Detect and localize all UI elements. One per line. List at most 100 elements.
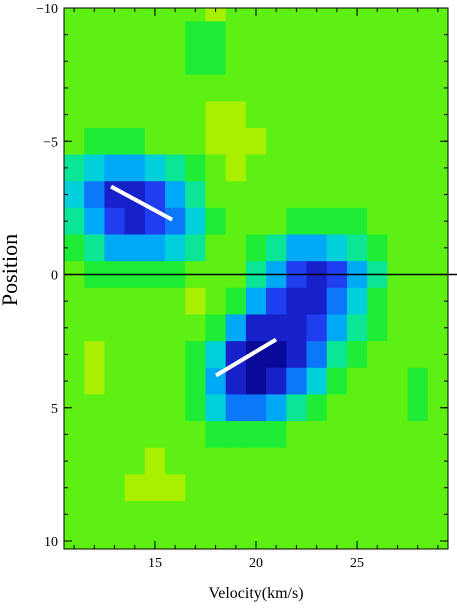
heat-cell — [407, 74, 429, 102]
heat-cell — [225, 527, 247, 549]
heat-cell — [144, 367, 166, 395]
heat-cell — [306, 127, 328, 156]
heat-cell — [346, 341, 368, 369]
heat-cell — [104, 101, 126, 129]
heat-cell — [144, 181, 166, 209]
heat-cell — [427, 47, 448, 76]
heat-cell — [144, 154, 166, 182]
heat-cell — [84, 394, 105, 422]
heat-cell — [367, 501, 388, 529]
heat-cell — [427, 127, 448, 156]
heat-cell — [346, 527, 368, 549]
heat-cell — [387, 527, 409, 549]
heat-cell — [124, 314, 146, 342]
heat-cell — [407, 207, 429, 236]
y-tick-label: −10 — [36, 2, 58, 17]
heat-cell — [266, 421, 287, 449]
heat-cell — [104, 474, 126, 502]
heat-cell — [326, 234, 348, 262]
heat-cell — [64, 421, 85, 449]
heat-cell — [165, 8, 186, 22]
heat-cell — [64, 47, 85, 76]
heat-cell — [165, 21, 186, 49]
heat-cell — [225, 181, 247, 209]
heat-cell — [387, 181, 409, 209]
heat-cell — [124, 421, 146, 449]
heat-cell — [144, 341, 166, 369]
heat-cell — [387, 287, 409, 315]
heat-cell — [104, 341, 126, 369]
heat-cell — [326, 394, 348, 422]
y-tick-label: 10 — [44, 535, 58, 550]
heat-cell — [205, 47, 227, 76]
heat-cell — [326, 181, 348, 209]
heat-cell — [104, 154, 126, 182]
heat-cell — [245, 181, 267, 209]
heat-cell — [407, 527, 429, 549]
heat-cell — [306, 287, 328, 315]
heat-cell — [84, 501, 105, 529]
heat-cell — [367, 447, 388, 475]
heat-cell — [427, 181, 448, 209]
heat-cell — [205, 447, 227, 475]
heat-cell — [266, 47, 287, 76]
heat-cell — [144, 314, 166, 342]
heat-cell — [266, 474, 287, 502]
heat-cell — [427, 341, 448, 369]
heat-cell — [245, 474, 267, 502]
heat-cell — [225, 207, 247, 236]
heat-cell — [225, 47, 247, 76]
heat-cell — [326, 341, 348, 369]
heat-cell — [124, 21, 146, 49]
heat-cell — [104, 394, 126, 422]
heat-cell — [346, 314, 368, 342]
heat-cell — [306, 234, 328, 262]
heat-cell — [64, 287, 85, 315]
heat-cell — [64, 341, 85, 369]
heat-cell — [427, 394, 448, 422]
heat-cell — [225, 154, 247, 182]
heat-cell — [185, 501, 206, 529]
heat-cell — [205, 314, 227, 342]
heat-cell — [124, 154, 146, 182]
heat-cell — [387, 154, 409, 182]
heat-cell — [245, 154, 267, 182]
heat-cell — [64, 181, 85, 209]
heat-cell — [185, 127, 206, 156]
heat-cell — [427, 154, 448, 182]
heat-cell — [144, 394, 166, 422]
heat-cell — [367, 367, 388, 395]
heat-cell — [346, 47, 368, 76]
heat-cell — [165, 74, 186, 102]
heat-cell — [64, 474, 85, 502]
heat-cell — [306, 527, 328, 549]
heat-cell — [326, 74, 348, 102]
heat-cell — [367, 127, 388, 156]
heat-cell — [407, 474, 429, 502]
heat-cell — [326, 8, 348, 22]
heat-cell — [144, 101, 166, 129]
heat-cell — [104, 501, 126, 529]
heat-cell — [185, 314, 206, 342]
heat-cell — [225, 127, 247, 156]
heat-cell — [387, 74, 409, 102]
heat-cell — [165, 421, 186, 449]
heat-cell — [205, 74, 227, 102]
heat-cell — [387, 21, 409, 49]
heat-cell — [185, 421, 206, 449]
heat-cell — [286, 287, 308, 315]
heat-cell — [367, 21, 388, 49]
heat-cell — [124, 74, 146, 102]
heat-cell — [104, 367, 126, 395]
heat-cell — [387, 47, 409, 76]
heat-cell — [64, 21, 85, 49]
heat-cell — [144, 474, 166, 502]
heat-cell — [407, 421, 429, 449]
heat-cell — [84, 154, 105, 182]
heat-cell — [144, 21, 166, 49]
heat-cell — [185, 287, 206, 315]
heat-cell — [326, 47, 348, 76]
heat-cell — [225, 421, 247, 449]
heat-cell — [165, 154, 186, 182]
heat-cell — [225, 8, 247, 22]
